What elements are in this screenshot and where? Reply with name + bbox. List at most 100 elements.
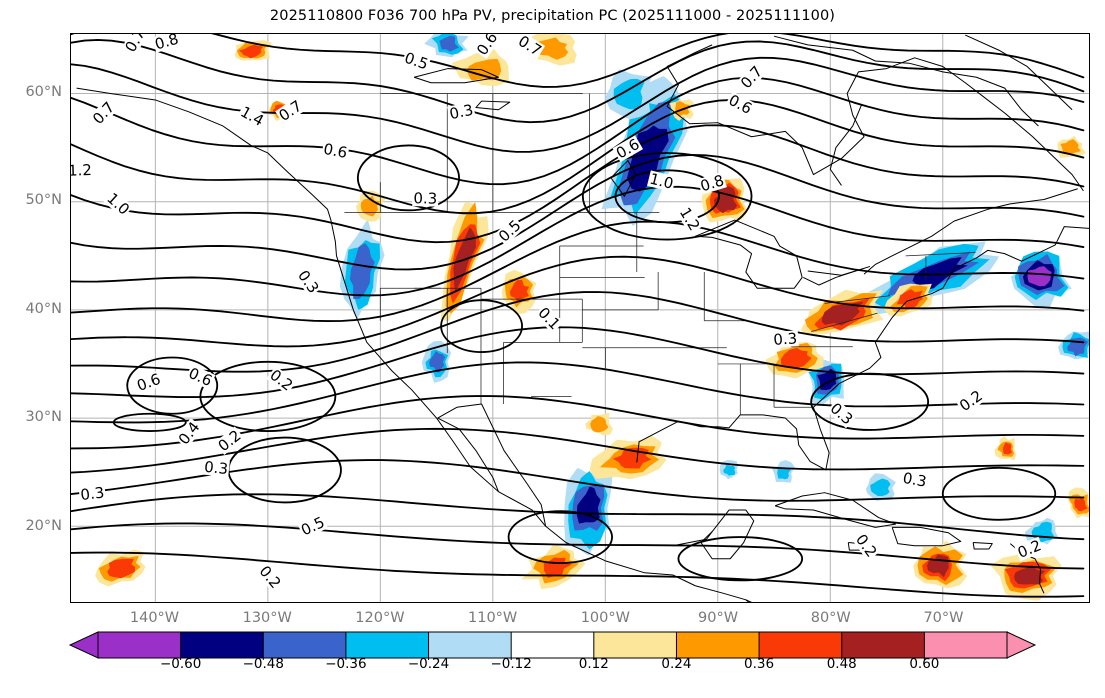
contour-label-mask	[174, 418, 204, 449]
contour-label-text: 0.3	[901, 469, 928, 491]
colorbar-band	[675, 631, 761, 659]
coastline	[666, 44, 1084, 192]
x-tick-label: 120°W	[355, 610, 405, 626]
x-tick-label: 90°W	[698, 610, 739, 626]
precip-anomaly-band	[896, 289, 924, 310]
pv-contour-line	[71, 185, 1085, 297]
colorbar-band	[345, 631, 430, 659]
x-tick-label: 70°W	[923, 610, 964, 626]
coastline	[972, 542, 993, 550]
contour-label: 0.8	[151, 34, 182, 53]
precip-anomaly-band	[531, 37, 569, 61]
colorbar-band	[593, 631, 678, 659]
colorbar-tick-label: −0.48	[242, 656, 284, 672]
pv-contour-line	[71, 124, 1085, 244]
pv-contour-line	[71, 220, 1085, 323]
contour-label-text: 0.3	[773, 329, 798, 349]
pv-contour-closed	[356, 144, 461, 212]
page-title: 2025110800 F036 700 hPa PV, precipitatio…	[269, 8, 836, 24]
pv-contour-closed	[677, 536, 804, 582]
contour-label-mask	[446, 101, 476, 123]
pv-contour-layer	[71, 34, 1085, 598]
coastline	[413, 68, 499, 84]
colorbar-tick-label: 0.12	[578, 656, 609, 672]
y-tick-label: 30°N	[25, 409, 62, 426]
contour-label-mask	[826, 399, 857, 429]
colorbar-tick-label: −0.24	[407, 656, 450, 672]
political-border	[811, 312, 878, 332]
colorbar-band	[262, 631, 347, 659]
precip-anomaly-band	[509, 279, 530, 303]
pv-contour-line	[71, 361, 1085, 424]
colorbar-tick-label: 0.36	[744, 656, 775, 672]
contour-label-text: 0.6	[322, 140, 349, 162]
contour-label-text: 1.0	[648, 170, 675, 193]
precip-anomaly-band	[238, 44, 264, 59]
pv-contour-line	[71, 459, 1085, 502]
colorbar-band	[841, 631, 926, 659]
colorbar-tick-label: 0.60	[909, 656, 940, 672]
coastline	[475, 100, 511, 111]
pv-contour-closed	[199, 360, 337, 432]
coastline	[863, 188, 1078, 275]
contour-label-text: 0.8	[153, 34, 181, 53]
contour-label: 0.3	[412, 189, 439, 208]
precip-anomaly-band	[723, 465, 736, 476]
contour-label-mask	[88, 98, 119, 128]
contour-label-mask	[697, 171, 727, 195]
contour-label-mask	[676, 203, 704, 235]
colorbar-band	[923, 631, 1009, 659]
contour-label-mask	[236, 102, 268, 130]
pv-contour-line	[71, 76, 1085, 186]
pv-contour-closed	[112, 412, 187, 432]
contour-label-text: 1.2	[71, 161, 92, 180]
contour-label-mask	[1014, 536, 1045, 562]
contour-label-mask	[771, 330, 799, 348]
precip-anomaly-band	[613, 78, 645, 110]
colorbar-tick-label: 0.24	[661, 656, 692, 672]
pv-contour-line	[71, 522, 1085, 570]
contour-label-mask	[736, 62, 767, 93]
contour-label-text: 0.3	[413, 189, 437, 207]
colorbar-tick-label: −0.60	[159, 656, 202, 672]
colorbar-over-arrow	[1006, 631, 1037, 659]
precip-anomaly-band	[107, 558, 136, 579]
contour-label-mask	[412, 190, 439, 207]
contour-label-mask	[955, 386, 987, 415]
pv-contour-closed	[126, 356, 219, 415]
coastline	[774, 492, 896, 528]
x-tick-label: 100°W	[580, 610, 630, 626]
colorbar-band	[97, 631, 182, 659]
precip-anomaly-band	[466, 58, 502, 81]
precip-anomaly-band	[780, 347, 812, 368]
colorbar-band	[758, 631, 843, 659]
contour-label: 0.5	[401, 49, 432, 73]
contour-label-text: 0.3	[203, 458, 229, 478]
x-tick-label: 110°W	[468, 610, 518, 626]
precip-anomaly-band	[821, 301, 864, 326]
contour-label-mask	[202, 458, 230, 478]
colorbar-tick-label: −0.12	[490, 656, 532, 672]
precip-anomaly-band	[1060, 139, 1082, 155]
colorbar-band	[510, 631, 595, 659]
coastline	[610, 160, 637, 197]
contour-label-text: 0.3	[448, 101, 475, 124]
contour-label-mask	[473, 34, 502, 59]
contour-label-mask	[121, 34, 149, 56]
coastline-layer	[76, 34, 1089, 602]
contour-label-mask	[514, 34, 546, 60]
precip-anomaly-band	[1014, 564, 1046, 585]
pv-contour-closed	[440, 299, 523, 354]
contour-label-mask	[71, 161, 94, 179]
pv-contour-line	[71, 154, 1085, 271]
x-tick-label: 80°W	[810, 610, 851, 626]
colorbar-band	[428, 631, 513, 659]
contour-label-mask	[401, 49, 432, 73]
contour-label-mask	[612, 135, 644, 163]
pv-contour-closed	[941, 466, 1057, 521]
coastline	[891, 526, 962, 547]
contour-label-mask	[151, 34, 182, 53]
contour-label-mask	[647, 170, 677, 193]
pv-contour-line	[71, 326, 1085, 398]
